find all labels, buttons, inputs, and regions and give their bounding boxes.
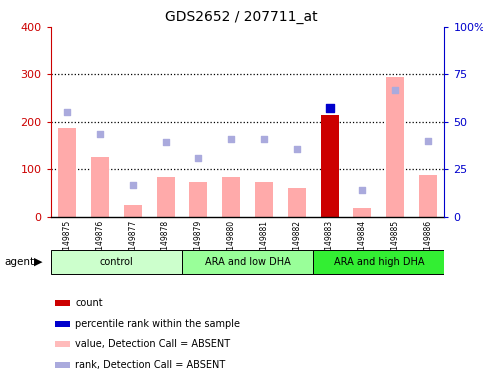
Point: [162, 139, 170, 146]
Bar: [156, 177, 174, 217]
Text: control: control: [99, 257, 133, 267]
Point: [260, 136, 268, 142]
Bar: [354, 209, 371, 217]
Text: GDS2652 / 207711_at: GDS2652 / 207711_at: [165, 10, 318, 23]
Point: [293, 146, 300, 152]
Point: [227, 136, 235, 142]
Text: agent: agent: [5, 257, 35, 267]
Bar: [55, 321, 70, 327]
Bar: [313, 250, 444, 274]
Text: count: count: [75, 298, 103, 308]
Point: [391, 86, 399, 93]
Point: [326, 104, 333, 111]
Bar: [55, 341, 70, 348]
Bar: [189, 182, 207, 217]
Point: [358, 187, 366, 193]
Point: [63, 109, 71, 116]
Text: ARA and high DHA: ARA and high DHA: [333, 257, 424, 267]
Bar: [222, 177, 240, 217]
Text: ▶: ▶: [34, 257, 43, 267]
Bar: [51, 250, 182, 274]
Point: [129, 182, 137, 188]
Text: rank, Detection Call = ABSENT: rank, Detection Call = ABSENT: [75, 360, 226, 370]
Bar: [386, 77, 404, 217]
Bar: [91, 157, 109, 217]
Bar: [58, 127, 76, 217]
Bar: [182, 250, 313, 274]
Point: [96, 131, 104, 137]
Point: [424, 138, 432, 144]
Bar: [321, 115, 339, 217]
Text: value, Detection Call = ABSENT: value, Detection Call = ABSENT: [75, 339, 230, 349]
Bar: [124, 205, 142, 217]
Point: [195, 155, 202, 161]
Bar: [55, 300, 70, 306]
Text: ARA and low DHA: ARA and low DHA: [205, 257, 290, 267]
Text: percentile rank within the sample: percentile rank within the sample: [75, 319, 240, 329]
Bar: [419, 175, 437, 217]
Bar: [255, 182, 273, 217]
Bar: [288, 189, 306, 217]
Bar: [55, 362, 70, 368]
